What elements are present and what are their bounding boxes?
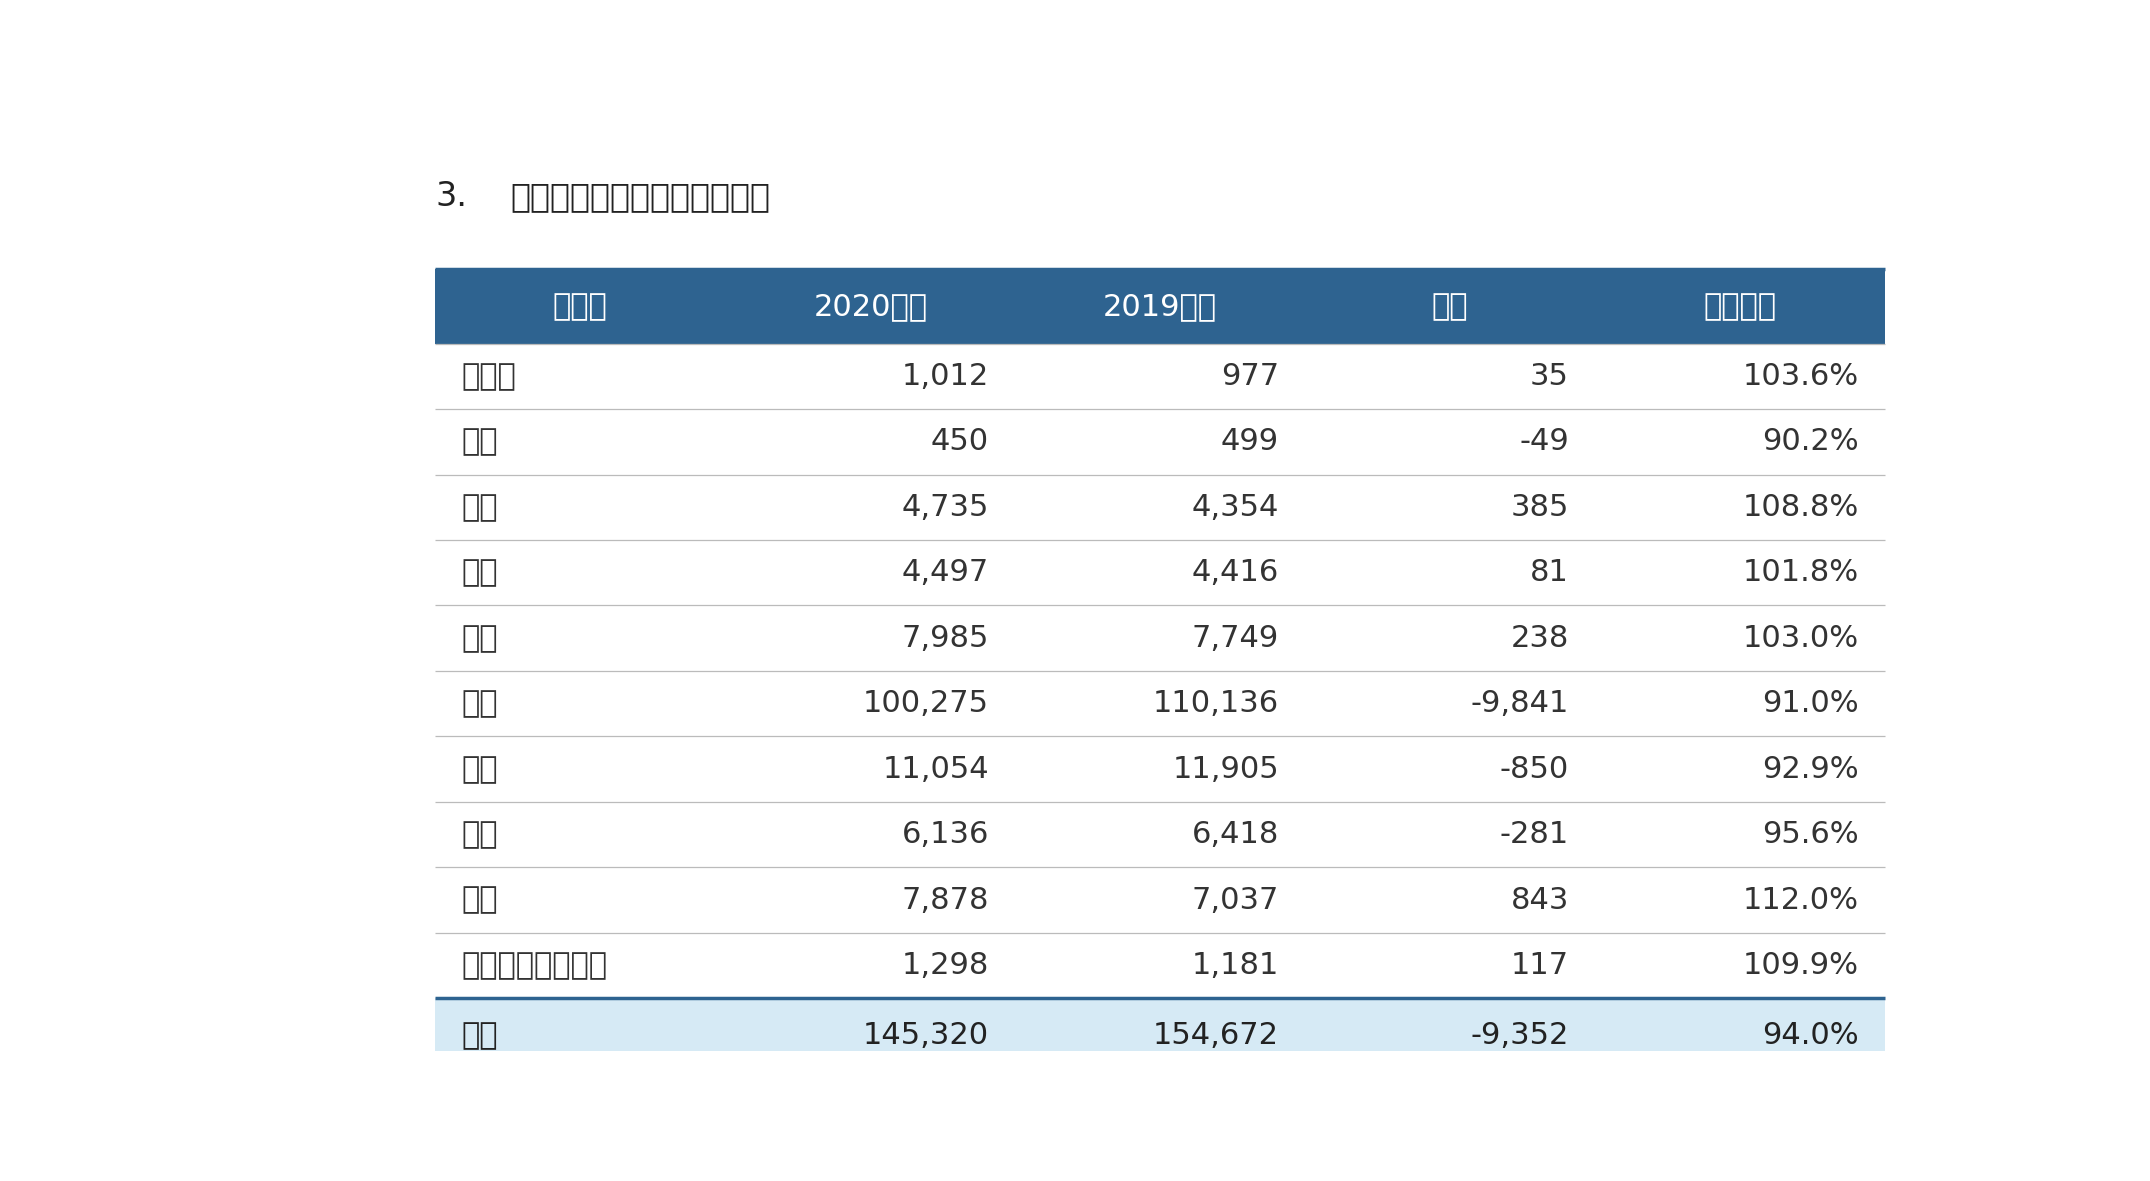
Text: 92.9%: 92.9% — [1763, 755, 1860, 784]
Bar — [434, 344, 1886, 409]
Bar — [434, 606, 1886, 671]
Text: 117: 117 — [1511, 951, 1569, 980]
Text: 154,672: 154,672 — [1152, 1022, 1279, 1050]
Bar — [434, 998, 1886, 1072]
Text: -9,841: -9,841 — [1471, 690, 1570, 718]
Text: 95.6%: 95.6% — [1763, 820, 1860, 849]
Text: 1,012: 1,012 — [901, 361, 989, 391]
Text: 103.0%: 103.0% — [1744, 624, 1860, 653]
Text: 1,181: 1,181 — [1191, 951, 1279, 980]
Text: 450: 450 — [931, 428, 989, 456]
Text: 3.: 3. — [434, 180, 467, 213]
Bar — [434, 409, 1886, 475]
Text: -850: -850 — [1501, 755, 1570, 784]
Text: 4,497: 4,497 — [901, 559, 989, 587]
Text: -9,352: -9,352 — [1471, 1022, 1570, 1050]
Bar — [434, 867, 1886, 933]
Text: 近畏: 近畏 — [462, 690, 499, 718]
Text: 東北: 東北 — [462, 428, 499, 456]
Text: 91.0%: 91.0% — [1763, 690, 1860, 718]
Text: 1,298: 1,298 — [901, 951, 989, 980]
Text: 35: 35 — [1531, 361, 1570, 391]
Bar — [434, 933, 1886, 998]
Text: 110,136: 110,136 — [1152, 690, 1279, 718]
Text: 843: 843 — [1511, 886, 1569, 914]
Text: 北陸: 北陸 — [462, 559, 499, 587]
Text: 4,416: 4,416 — [1191, 559, 1279, 587]
Text: 90.2%: 90.2% — [1763, 428, 1860, 456]
Text: 対前年比: 対前年比 — [1703, 292, 1776, 321]
Text: 7,037: 7,037 — [1191, 886, 1279, 914]
Text: 11,054: 11,054 — [882, 755, 989, 784]
Text: 81: 81 — [1531, 559, 1570, 587]
Text: 4,354: 4,354 — [1191, 492, 1279, 522]
Text: 977: 977 — [1221, 361, 1279, 391]
Text: 北海道: 北海道 — [462, 361, 516, 391]
Text: その他（高認他）: その他（高認他） — [462, 951, 608, 980]
Text: 6,136: 6,136 — [901, 820, 989, 849]
Text: -281: -281 — [1501, 820, 1570, 849]
Text: 合計: 合計 — [462, 1022, 499, 1050]
Text: 112.0%: 112.0% — [1744, 886, 1860, 914]
Text: 94.0%: 94.0% — [1763, 1022, 1860, 1050]
Bar — [434, 540, 1886, 606]
Text: 11,905: 11,905 — [1172, 755, 1279, 784]
Text: 2019年度: 2019年度 — [1103, 292, 1217, 321]
Text: 101.8%: 101.8% — [1744, 559, 1860, 587]
Text: 関東: 関東 — [462, 492, 499, 522]
Text: 四国: 四国 — [462, 820, 499, 849]
Text: 7,878: 7,878 — [901, 886, 989, 914]
Bar — [434, 269, 1886, 344]
Text: 238: 238 — [1511, 624, 1569, 653]
Text: 九州: 九州 — [462, 886, 499, 914]
Text: 4,735: 4,735 — [901, 492, 989, 522]
Text: 7,749: 7,749 — [1191, 624, 1279, 653]
Bar — [434, 737, 1886, 802]
Text: -49: -49 — [1520, 428, 1570, 456]
Text: 6,418: 6,418 — [1191, 820, 1279, 849]
Text: 中国: 中国 — [462, 755, 499, 784]
Text: 145,320: 145,320 — [862, 1022, 989, 1050]
Text: 100,275: 100,275 — [862, 690, 989, 718]
Text: エリア: エリア — [553, 292, 608, 321]
Bar — [434, 475, 1886, 540]
Text: 7,985: 7,985 — [901, 624, 989, 653]
Text: 地域別志願者数（一般入試）: 地域別志願者数（一般入試） — [510, 180, 770, 213]
Text: 109.9%: 109.9% — [1744, 951, 1860, 980]
Bar — [434, 671, 1886, 737]
Text: 108.8%: 108.8% — [1744, 492, 1860, 522]
Bar — [434, 802, 1886, 867]
Text: 103.6%: 103.6% — [1744, 361, 1860, 391]
Text: 2020年度: 2020年度 — [813, 292, 927, 321]
Text: 東海: 東海 — [462, 624, 499, 653]
Text: 増減: 増減 — [1432, 292, 1468, 321]
Text: 499: 499 — [1221, 428, 1279, 456]
Text: 385: 385 — [1511, 492, 1569, 522]
